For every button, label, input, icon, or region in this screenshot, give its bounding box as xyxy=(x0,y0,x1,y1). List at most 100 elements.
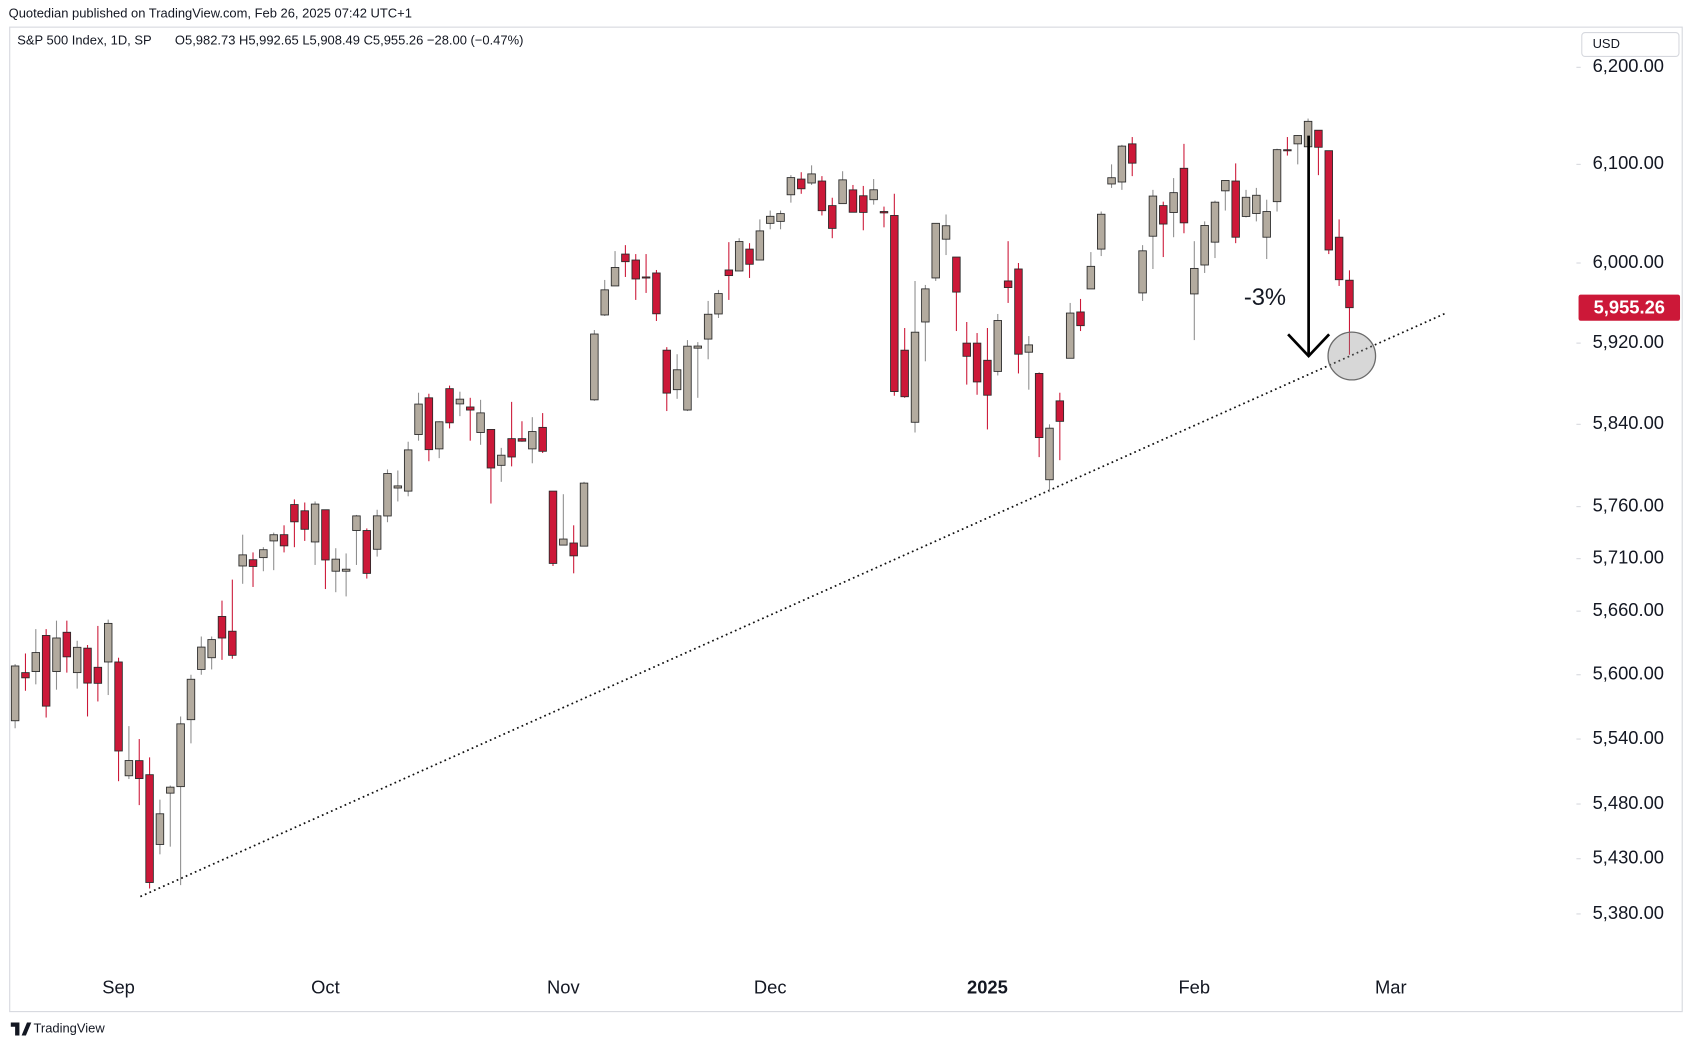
candle-body xyxy=(217,615,227,639)
candle-body xyxy=(362,530,372,574)
candle-body xyxy=(352,515,361,531)
candle-body xyxy=(1179,167,1189,224)
ohlc-legend: O5,982.73 H5,992.65 L5,908.49 C5,955.26 … xyxy=(175,33,523,48)
candle-body xyxy=(1272,149,1282,203)
candle-body xyxy=(879,211,889,214)
candle-body xyxy=(869,189,878,201)
candle-body xyxy=(807,173,816,184)
candle-body xyxy=(910,331,920,423)
candle-body xyxy=(238,554,247,567)
candle-body xyxy=(279,534,289,547)
logo-mark xyxy=(10,1022,32,1036)
candle-body xyxy=(52,637,61,672)
x-tick-label: Nov xyxy=(547,977,580,998)
candle-body xyxy=(372,515,382,550)
y-tick-label: 5,600.00 xyxy=(1593,663,1664,684)
candle-body xyxy=(962,342,971,357)
y-tick-label: 5,480.00 xyxy=(1593,792,1664,813)
candle-body xyxy=(1231,180,1240,238)
chart-frame xyxy=(9,26,1683,1013)
publish-note: Quotedian published on TradingView.com, … xyxy=(9,6,412,21)
candle-body xyxy=(445,388,454,424)
candle-body xyxy=(83,647,92,684)
candle-body xyxy=(1045,427,1054,481)
drop-arrow xyxy=(1287,135,1331,358)
candle-body xyxy=(166,786,175,794)
candle-body xyxy=(828,205,837,229)
candle-body xyxy=(921,288,930,323)
candle-body xyxy=(507,438,516,458)
candle-body xyxy=(1293,135,1302,145)
candle-body xyxy=(734,241,744,272)
candle-body xyxy=(1117,145,1127,183)
y-tick-label: 5,710.00 xyxy=(1593,546,1664,567)
highlight-circle xyxy=(1327,331,1377,381)
candle-body xyxy=(393,485,403,489)
candle-body xyxy=(569,542,578,557)
candle-body xyxy=(1252,194,1261,214)
candle-body xyxy=(786,177,796,196)
candle-body xyxy=(486,428,496,469)
candle-body xyxy=(724,269,734,277)
y-tick-label: 5,760.00 xyxy=(1593,494,1664,515)
candle-body xyxy=(672,369,682,391)
candle-body xyxy=(600,289,609,316)
candle-body xyxy=(341,568,351,572)
candle-body xyxy=(548,490,558,564)
candle-body xyxy=(114,661,123,752)
candle-body xyxy=(331,558,340,572)
candle-body xyxy=(155,813,165,845)
candle-body xyxy=(528,431,537,450)
candle-body xyxy=(455,398,465,405)
y-tick-label: 5,920.00 xyxy=(1593,331,1664,352)
y-tick-label: 5,380.00 xyxy=(1593,902,1664,923)
candle-body xyxy=(466,406,475,411)
candle-body xyxy=(662,349,671,394)
candle-body xyxy=(848,189,858,213)
candle-body xyxy=(900,349,909,398)
footer-brand: TradingView xyxy=(33,1020,105,1035)
trend-line xyxy=(140,312,1446,898)
candle-body xyxy=(579,482,589,547)
candle-body xyxy=(383,473,392,517)
candle-body xyxy=(776,213,785,222)
candle-body xyxy=(931,222,940,279)
y-tick-label: 6,000.00 xyxy=(1593,251,1664,272)
candle-body xyxy=(1128,143,1137,164)
candle-body xyxy=(300,510,309,530)
candle-body xyxy=(72,646,82,674)
candle-body xyxy=(1014,268,1023,355)
candle-body xyxy=(1055,400,1065,422)
candle-body xyxy=(414,403,423,435)
candle-body xyxy=(93,666,103,684)
symbol-title: S&P 500 Index, 1D, SP xyxy=(17,33,151,48)
candle-body xyxy=(1241,196,1251,217)
candle-body xyxy=(755,230,765,261)
candle-body xyxy=(228,630,237,656)
candle-body xyxy=(259,549,268,559)
last-price-tag xyxy=(1578,294,1681,321)
candle-body xyxy=(1169,192,1178,213)
candle-body xyxy=(145,774,154,883)
x-tick-label: Sep xyxy=(102,977,135,998)
candle-body xyxy=(1096,213,1106,250)
candle-body xyxy=(1107,177,1116,185)
candle-body xyxy=(1262,211,1271,238)
candle-body xyxy=(590,333,599,401)
candle-body xyxy=(186,678,196,721)
candle-body xyxy=(1034,373,1044,439)
x-tick-label: Dec xyxy=(754,977,787,998)
candle-body xyxy=(693,345,703,349)
candle-body xyxy=(290,504,299,523)
y-tick-label: 5,660.00 xyxy=(1593,599,1664,620)
candle-body xyxy=(1076,311,1085,327)
candle-body xyxy=(207,639,216,659)
candle-body xyxy=(1159,205,1168,225)
candle-body xyxy=(1210,201,1220,243)
x-tick-label: 2025 xyxy=(967,977,1008,998)
candle-body xyxy=(765,215,775,224)
candle-body xyxy=(952,256,961,293)
candle-body xyxy=(10,665,20,722)
candle-body xyxy=(403,449,413,492)
candle-body xyxy=(610,267,620,287)
